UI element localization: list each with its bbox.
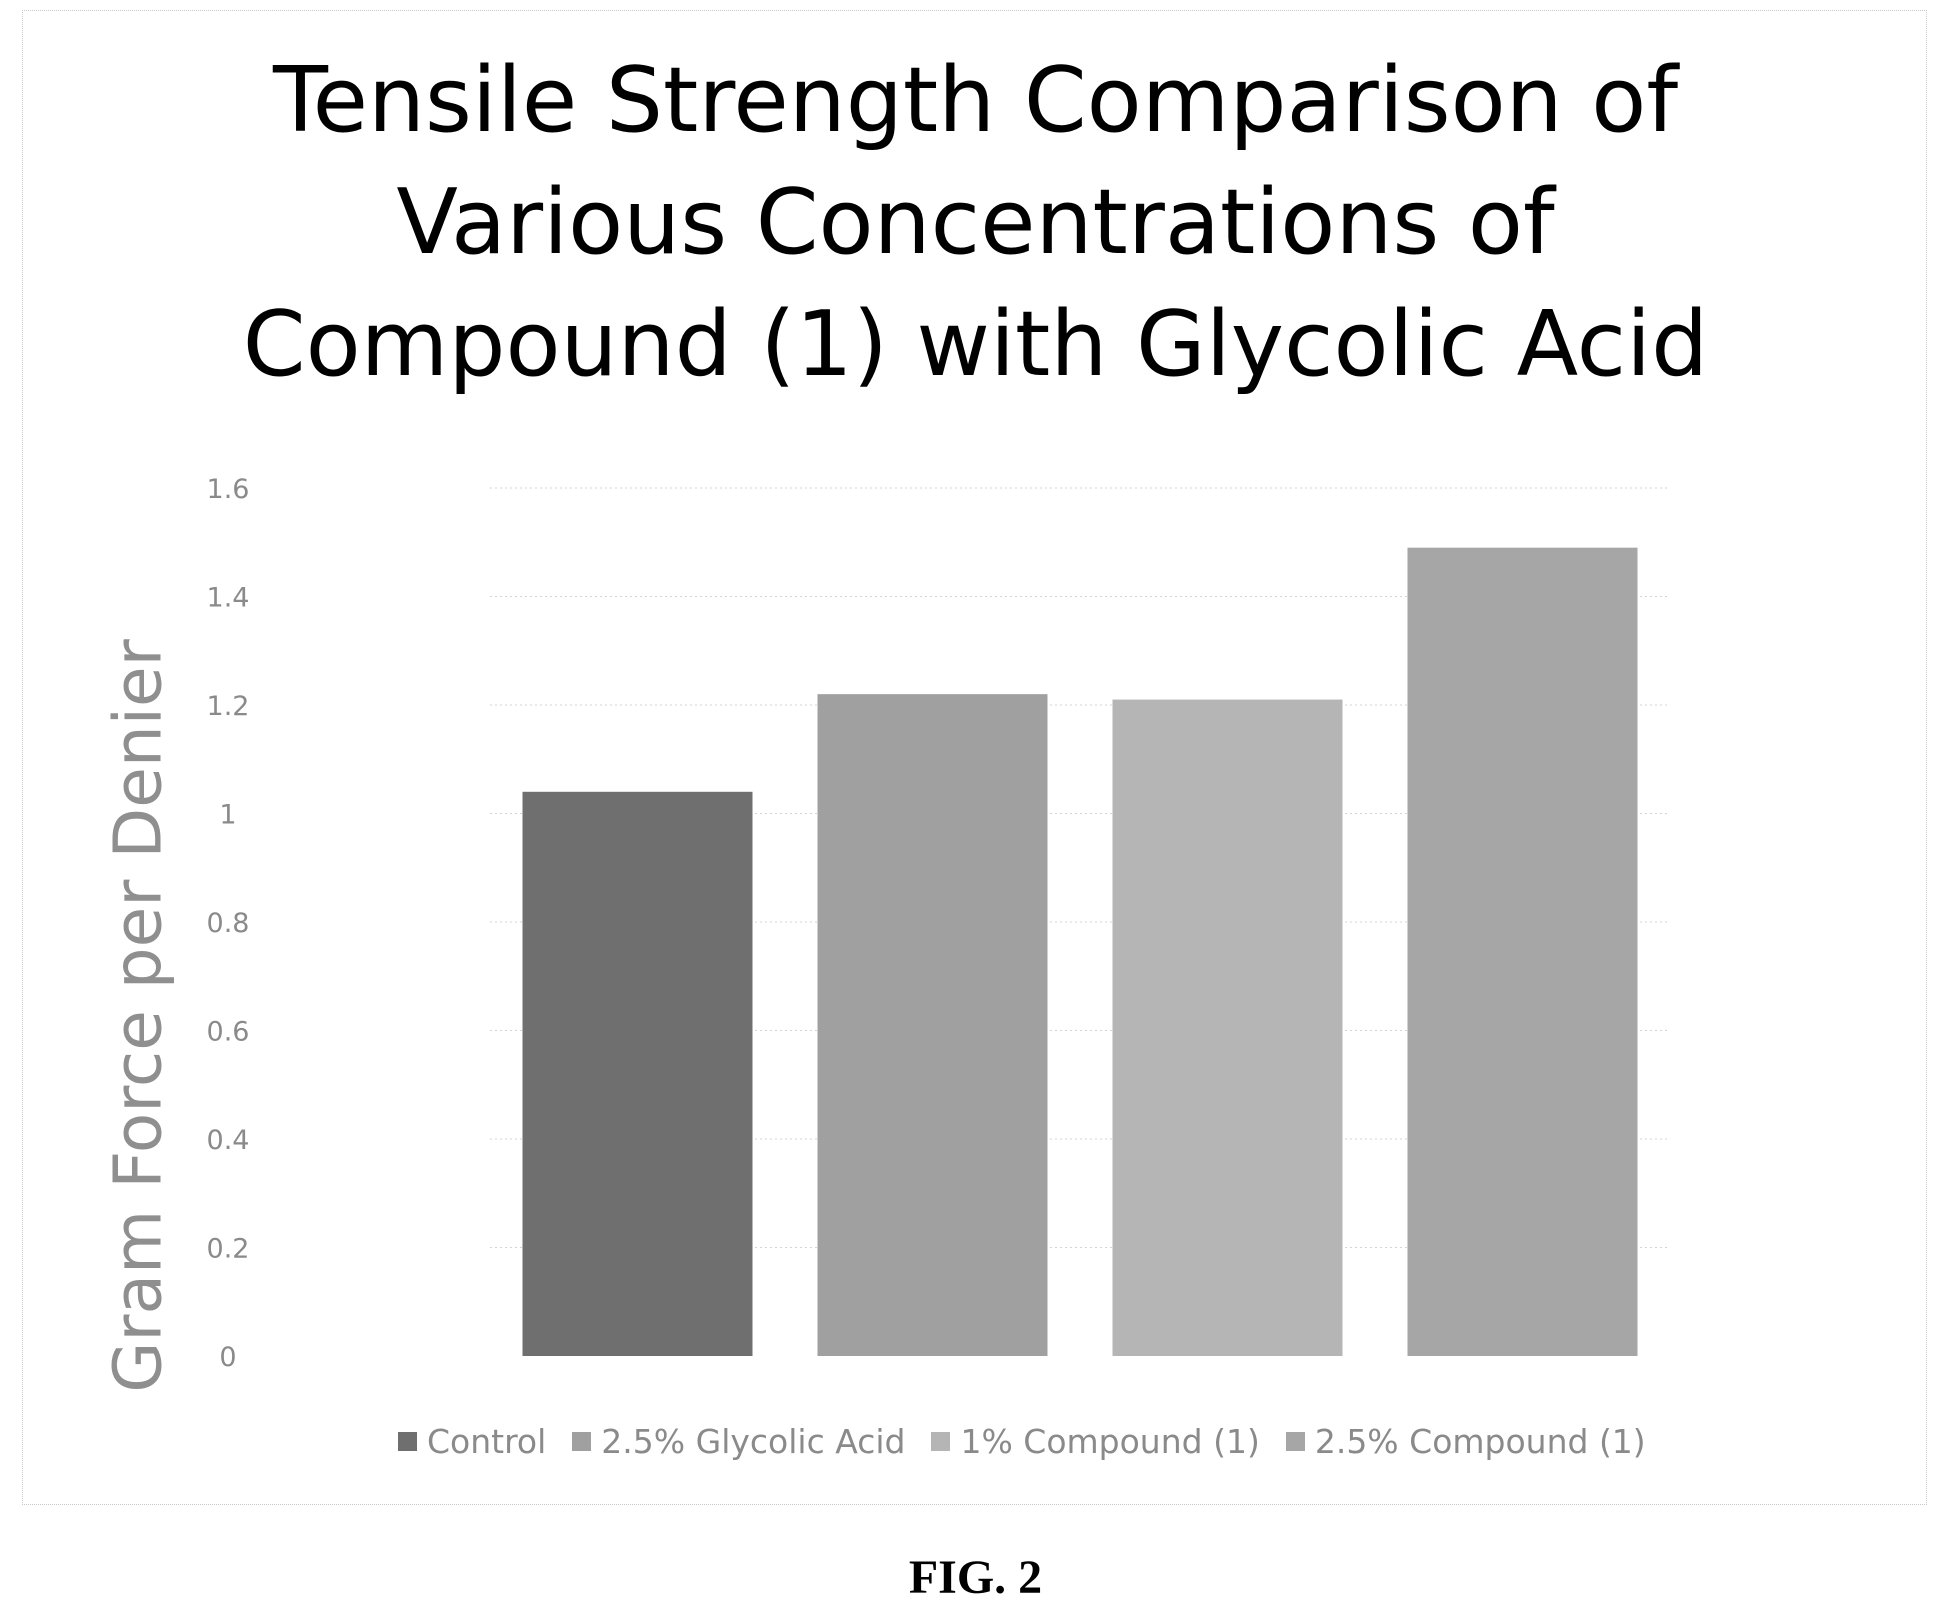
bar-chart-plot: 0 0.2 0.4 0.6 0.8 1 1.2 1.4 1.6 — [207, 474, 1670, 1373]
y-tick-label: 0.2 — [207, 1234, 250, 1265]
legend-label: 2.5% Compound (1) — [1314, 1421, 1646, 1461]
bar — [817, 694, 1048, 1356]
legend-swatch — [572, 1431, 592, 1451]
bar — [1407, 547, 1638, 1356]
legend-label: 2.5% Glycolic Acid — [601, 1421, 906, 1461]
chart-title-line: Compound (1) with Glycolic Acid — [242, 292, 1709, 397]
y-tick-label: 1 — [219, 800, 236, 831]
y-axis-tick-labels: 0 0.2 0.4 0.6 0.8 1 1.2 1.4 1.6 — [207, 474, 250, 1373]
legend-label: Control — [427, 1421, 547, 1461]
y-tick-label: 0.4 — [207, 1125, 250, 1156]
legend-item: 1% Compound (1) — [931, 1421, 1260, 1461]
y-tick-label: 0 — [219, 1342, 236, 1373]
bar — [522, 791, 753, 1356]
chart-title-line: Tensile Strength Comparison of — [272, 48, 1679, 153]
chart-frame — [22, 10, 1927, 1505]
legend-swatch — [1285, 1431, 1305, 1451]
legend: Control 2.5% Glycolic Acid 1% Compound (1)… — [398, 1418, 1672, 1464]
legend-label: 1% Compound (1) — [960, 1421, 1260, 1461]
legend-item: Control — [398, 1422, 546, 1461]
chart-title: Tensile Strength Comparison of Various C… — [0, 40, 1951, 406]
legend-swatch — [931, 1431, 951, 1451]
bar — [1112, 699, 1343, 1356]
figure-label: FIG. 2 — [908, 1551, 1043, 1604]
y-tick-label: 0.6 — [207, 1017, 250, 1048]
legend-item: 2.5% Compound (1) — [1285, 1421, 1646, 1461]
y-tick-label: 1.2 — [207, 691, 250, 722]
y-tick-label: 1.6 — [207, 474, 250, 505]
y-tick-label: 0.8 — [207, 908, 250, 939]
chart-title-line: Various Concentrations of — [396, 170, 1555, 275]
y-tick-label: 1.4 — [207, 583, 250, 614]
y-axis-label: Gram Force per Denier — [99, 639, 177, 1393]
legend-swatch — [398, 1431, 417, 1451]
legend-item: 2.5% Glycolic Acid — [572, 1422, 905, 1461]
bars — [522, 547, 1638, 1356]
